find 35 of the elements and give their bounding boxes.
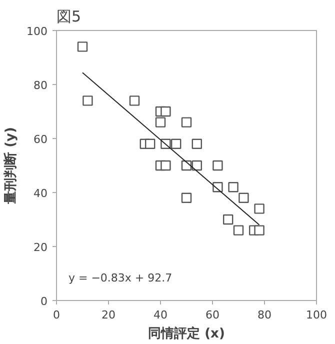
point bbox=[192, 160, 202, 171]
point bbox=[77, 42, 88, 52]
y-tick-label: 100 bbox=[26, 25, 48, 38]
point bbox=[238, 192, 249, 203]
point bbox=[160, 106, 171, 117]
x-tick-label: 80 bbox=[258, 308, 272, 322]
y-tick-label: 40 bbox=[34, 187, 48, 200]
point bbox=[228, 182, 238, 192]
x-axis-title: 同情評定 (x) bbox=[148, 326, 225, 342]
x-tick-label: 0 bbox=[53, 308, 60, 322]
point bbox=[145, 138, 156, 149]
point bbox=[254, 225, 264, 236]
point bbox=[223, 214, 234, 225]
point bbox=[155, 117, 166, 128]
annotation: y = −0.83x + 92.7 bbox=[68, 272, 172, 284]
y-axis-title: 量刑判断 (y) bbox=[4, 127, 19, 205]
x-tick-label: 60 bbox=[206, 308, 220, 322]
x-tick-label: 100 bbox=[306, 308, 327, 322]
point bbox=[82, 96, 93, 106]
point bbox=[181, 117, 192, 128]
chart-title: 図5 bbox=[56, 8, 82, 26]
y-tick-label: 20 bbox=[34, 241, 48, 254]
point bbox=[212, 160, 223, 171]
point bbox=[171, 138, 182, 149]
y-tick-label: 80 bbox=[34, 79, 48, 92]
point bbox=[160, 160, 171, 171]
point bbox=[181, 192, 192, 203]
y-tick-label: 0 bbox=[40, 295, 48, 308]
point bbox=[129, 96, 140, 106]
point bbox=[254, 204, 264, 214]
y-tick-label: 60 bbox=[34, 133, 48, 146]
x-tick-label: 40 bbox=[154, 308, 168, 322]
x-tick-label: 20 bbox=[102, 308, 116, 322]
point bbox=[233, 225, 244, 236]
point bbox=[192, 138, 202, 149]
